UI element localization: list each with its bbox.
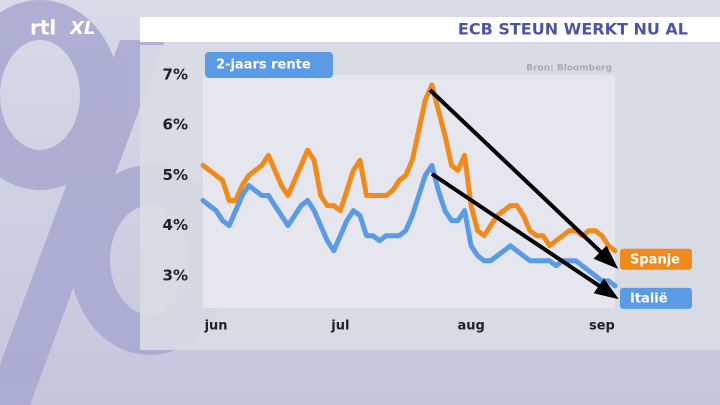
title-bar	[140, 17, 720, 42]
subtitle: 2-jaars rente	[216, 58, 311, 73]
chart-title: ECB STEUN WERKT NU AL	[458, 20, 688, 39]
y-tick-label: 4%	[163, 216, 188, 234]
y-tick-label: 7%	[163, 66, 188, 84]
legend-label: Spanje	[630, 252, 680, 267]
legend-box	[620, 287, 692, 309]
x-tick-label: sep	[589, 319, 615, 334]
legend-label: Italië	[630, 291, 668, 306]
logo: rtl	[30, 16, 56, 40]
subtitle-box	[205, 52, 333, 78]
legend-box	[620, 248, 692, 270]
plot-area	[203, 75, 615, 308]
x-tick-label: aug	[457, 319, 484, 334]
line-series	[200, 82, 618, 254]
y-tick-label: 6%	[163, 116, 188, 134]
arrows	[428, 88, 619, 300]
x-tick-label: jul	[330, 319, 349, 334]
line-series	[200, 162, 618, 289]
y-tick-label: 5%	[163, 166, 188, 184]
logo: XL	[69, 18, 95, 39]
source: Bron: Bloomberg	[526, 64, 612, 74]
y-tick-label: 3%	[163, 266, 188, 284]
x-tick-label: jun	[204, 319, 228, 334]
